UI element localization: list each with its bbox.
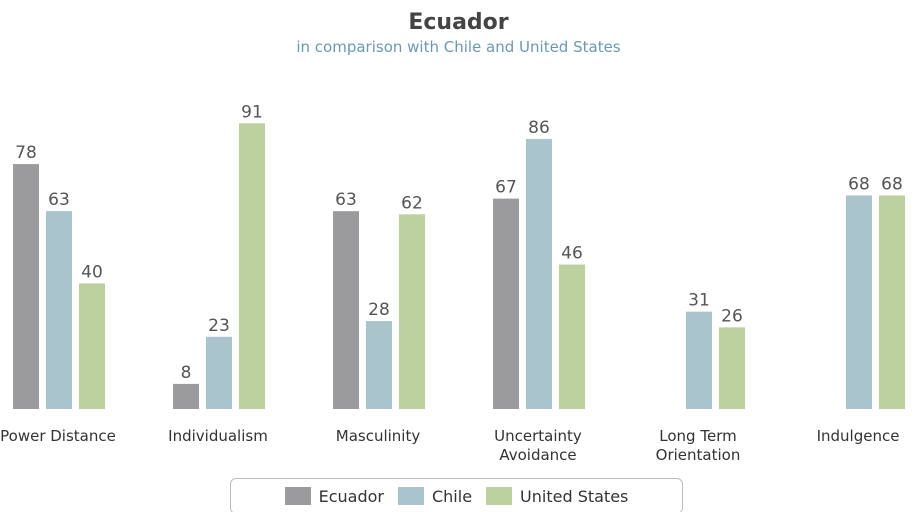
bar: [399, 214, 425, 409]
legend-item: Chile: [397, 486, 473, 506]
bar: [846, 195, 872, 409]
bar: [366, 321, 392, 409]
value-label: 23: [208, 316, 230, 336]
value-label: 8: [181, 363, 192, 383]
value-label: 78: [15, 143, 37, 163]
x-tick-label: Long Term Orientation: [655, 427, 741, 464]
value-label: 67: [495, 178, 517, 198]
value-label: 91: [241, 102, 263, 122]
legend-item: Ecuador: [284, 486, 384, 506]
bar: [879, 195, 905, 409]
legend: Ecuador Chile United States: [230, 478, 683, 512]
x-tick-label: Uncertainty Avoidance: [494, 427, 582, 464]
chart-subtitle: in comparison with Chile and United Stat…: [296, 38, 621, 56]
bar: [206, 336, 232, 409]
bar: [239, 123, 265, 409]
bar: [173, 383, 199, 409]
chart-title: Ecuador: [408, 10, 509, 35]
legend-label: Chile: [431, 486, 473, 506]
legend-item: United States: [486, 487, 628, 506]
value-label: 31: [688, 291, 710, 311]
value-label: 62: [401, 193, 423, 213]
legend-swatch: [397, 487, 424, 505]
value-label: 26: [721, 306, 743, 326]
bar: [79, 283, 105, 409]
bar: [526, 138, 552, 409]
x-tick-label: Masculinity: [335, 427, 421, 445]
bar: [13, 164, 39, 409]
bar: [719, 327, 745, 409]
bar: [46, 211, 72, 409]
bar: [493, 198, 519, 409]
bar: [333, 211, 359, 409]
legend-swatch: [486, 487, 513, 505]
legend-label: United States: [520, 486, 629, 506]
value-label: 63: [335, 190, 357, 210]
x-tick-label: Power Distance: [0, 427, 116, 445]
bar: [686, 311, 712, 409]
bar: [559, 264, 585, 409]
x-tick-label: Indulgence: [816, 427, 900, 445]
value-label: 68: [881, 174, 903, 194]
value-label: 46: [561, 244, 583, 264]
value-label: 28: [368, 300, 390, 320]
value-label: 63: [48, 190, 70, 210]
legend-swatch: [284, 487, 311, 505]
value-label: 68: [848, 174, 870, 194]
value-label: 86: [528, 118, 550, 138]
x-tick-label: Individualism: [168, 427, 268, 445]
value-label: 40: [81, 262, 103, 282]
legend-label: Ecuador: [318, 486, 384, 506]
